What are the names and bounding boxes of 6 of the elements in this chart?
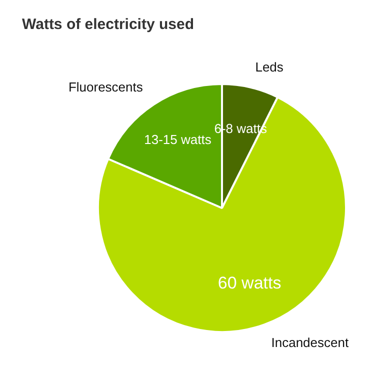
data-label: 60 watts <box>218 273 282 292</box>
slice-label: Incandescent <box>271 334 349 350</box>
chart-title: Watts of electricity used <box>22 16 194 33</box>
slice-label: Leds <box>255 59 284 74</box>
slice-label: Fluorescents <box>68 79 144 94</box>
data-label: 13-15 watts <box>144 132 212 148</box>
